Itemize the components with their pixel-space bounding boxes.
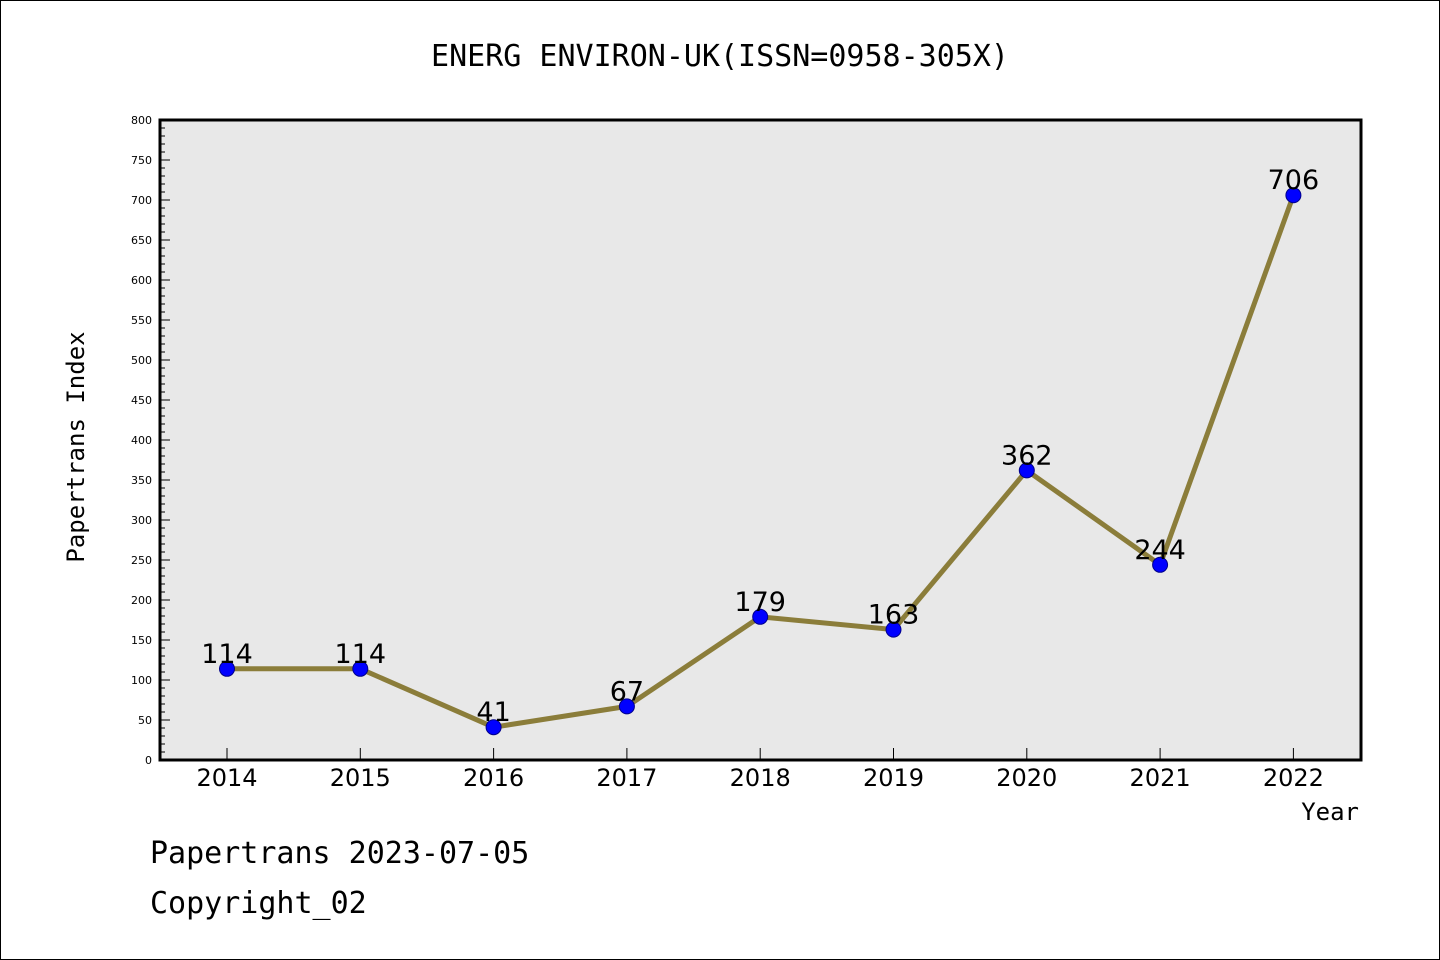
data-point — [752, 608, 769, 625]
data-point — [618, 698, 635, 715]
data-point — [1018, 462, 1035, 479]
data-point — [1152, 556, 1169, 573]
data-point — [885, 621, 902, 638]
x-tick-label: 2019 — [863, 764, 924, 792]
chart-title: ENERG ENVIRON-UK(ISSN=0958-305X) — [431, 39, 1009, 74]
data-label: 163 — [868, 600, 920, 631]
data-label: 67 — [610, 676, 644, 707]
y-tick-label: 300 — [131, 514, 152, 527]
data-point — [352, 660, 369, 677]
y-tick-label: 650 — [131, 234, 152, 247]
x-tick-label: 2017 — [596, 764, 657, 792]
footer-date: Papertrans 2023-07-05 — [150, 836, 530, 871]
data-label: 114 — [335, 639, 387, 670]
y-tick-label: 450 — [131, 394, 152, 407]
y-tick-label: 150 — [131, 634, 152, 647]
x-tick-label: 2015 — [330, 764, 391, 792]
series-layer — [219, 187, 1302, 736]
y-tick-label: 0 — [145, 754, 152, 767]
y-tick-label: 50 — [138, 714, 152, 727]
x-tick-label: 2020 — [996, 764, 1057, 792]
y-tick-label: 550 — [131, 314, 152, 327]
y-tick-label: 350 — [131, 474, 152, 487]
y-tick-label: 700 — [131, 194, 152, 207]
y-tick-label: 600 — [131, 274, 152, 287]
data-label: 41 — [476, 697, 510, 728]
y-axis-ticks: 0 50 100 150 200 250 300 350 400 450 500 550 600 650 7… — [131, 114, 170, 767]
data-label: 114 — [201, 639, 253, 670]
x-tick-label: 2014 — [196, 764, 257, 792]
x-tick-label: 2021 — [1130, 764, 1191, 792]
data-point — [219, 660, 235, 677]
plot-area — [160, 120, 1361, 760]
x-tick-label: 2016 — [463, 764, 524, 792]
x-tick-label: 2022 — [1263, 764, 1324, 792]
data-point — [1285, 187, 1302, 204]
data-label: 179 — [734, 587, 786, 618]
y-tick-label: 100 — [131, 674, 152, 687]
x-axis-ticks: 2014 2015 2016 2017 2018 2019 2020 2021 2022 — [196, 748, 1324, 792]
y-tick-label: 400 — [131, 434, 152, 447]
data-label: 706 — [1268, 165, 1320, 196]
y-axis-label: Papertrans Index — [62, 331, 90, 562]
data-point — [485, 719, 502, 736]
y-tick-label: 200 — [131, 594, 152, 607]
data-label: 362 — [1001, 440, 1053, 471]
data-label: 244 — [1134, 535, 1186, 566]
x-tick-label: 2018 — [730, 764, 791, 792]
data-labels: 114 114 41 67 179 163 362 244 706 — [201, 165, 1319, 728]
footer-copyright: Copyright_02 — [150, 886, 367, 921]
y-tick-label: 750 — [131, 154, 152, 167]
x-axis-label: Year — [1301, 798, 1359, 826]
plot-border — [158, 118, 1363, 762]
y-tick-label: 250 — [131, 554, 152, 567]
y-tick-label: 800 — [131, 114, 152, 127]
y-tick-label: 500 — [131, 354, 152, 367]
